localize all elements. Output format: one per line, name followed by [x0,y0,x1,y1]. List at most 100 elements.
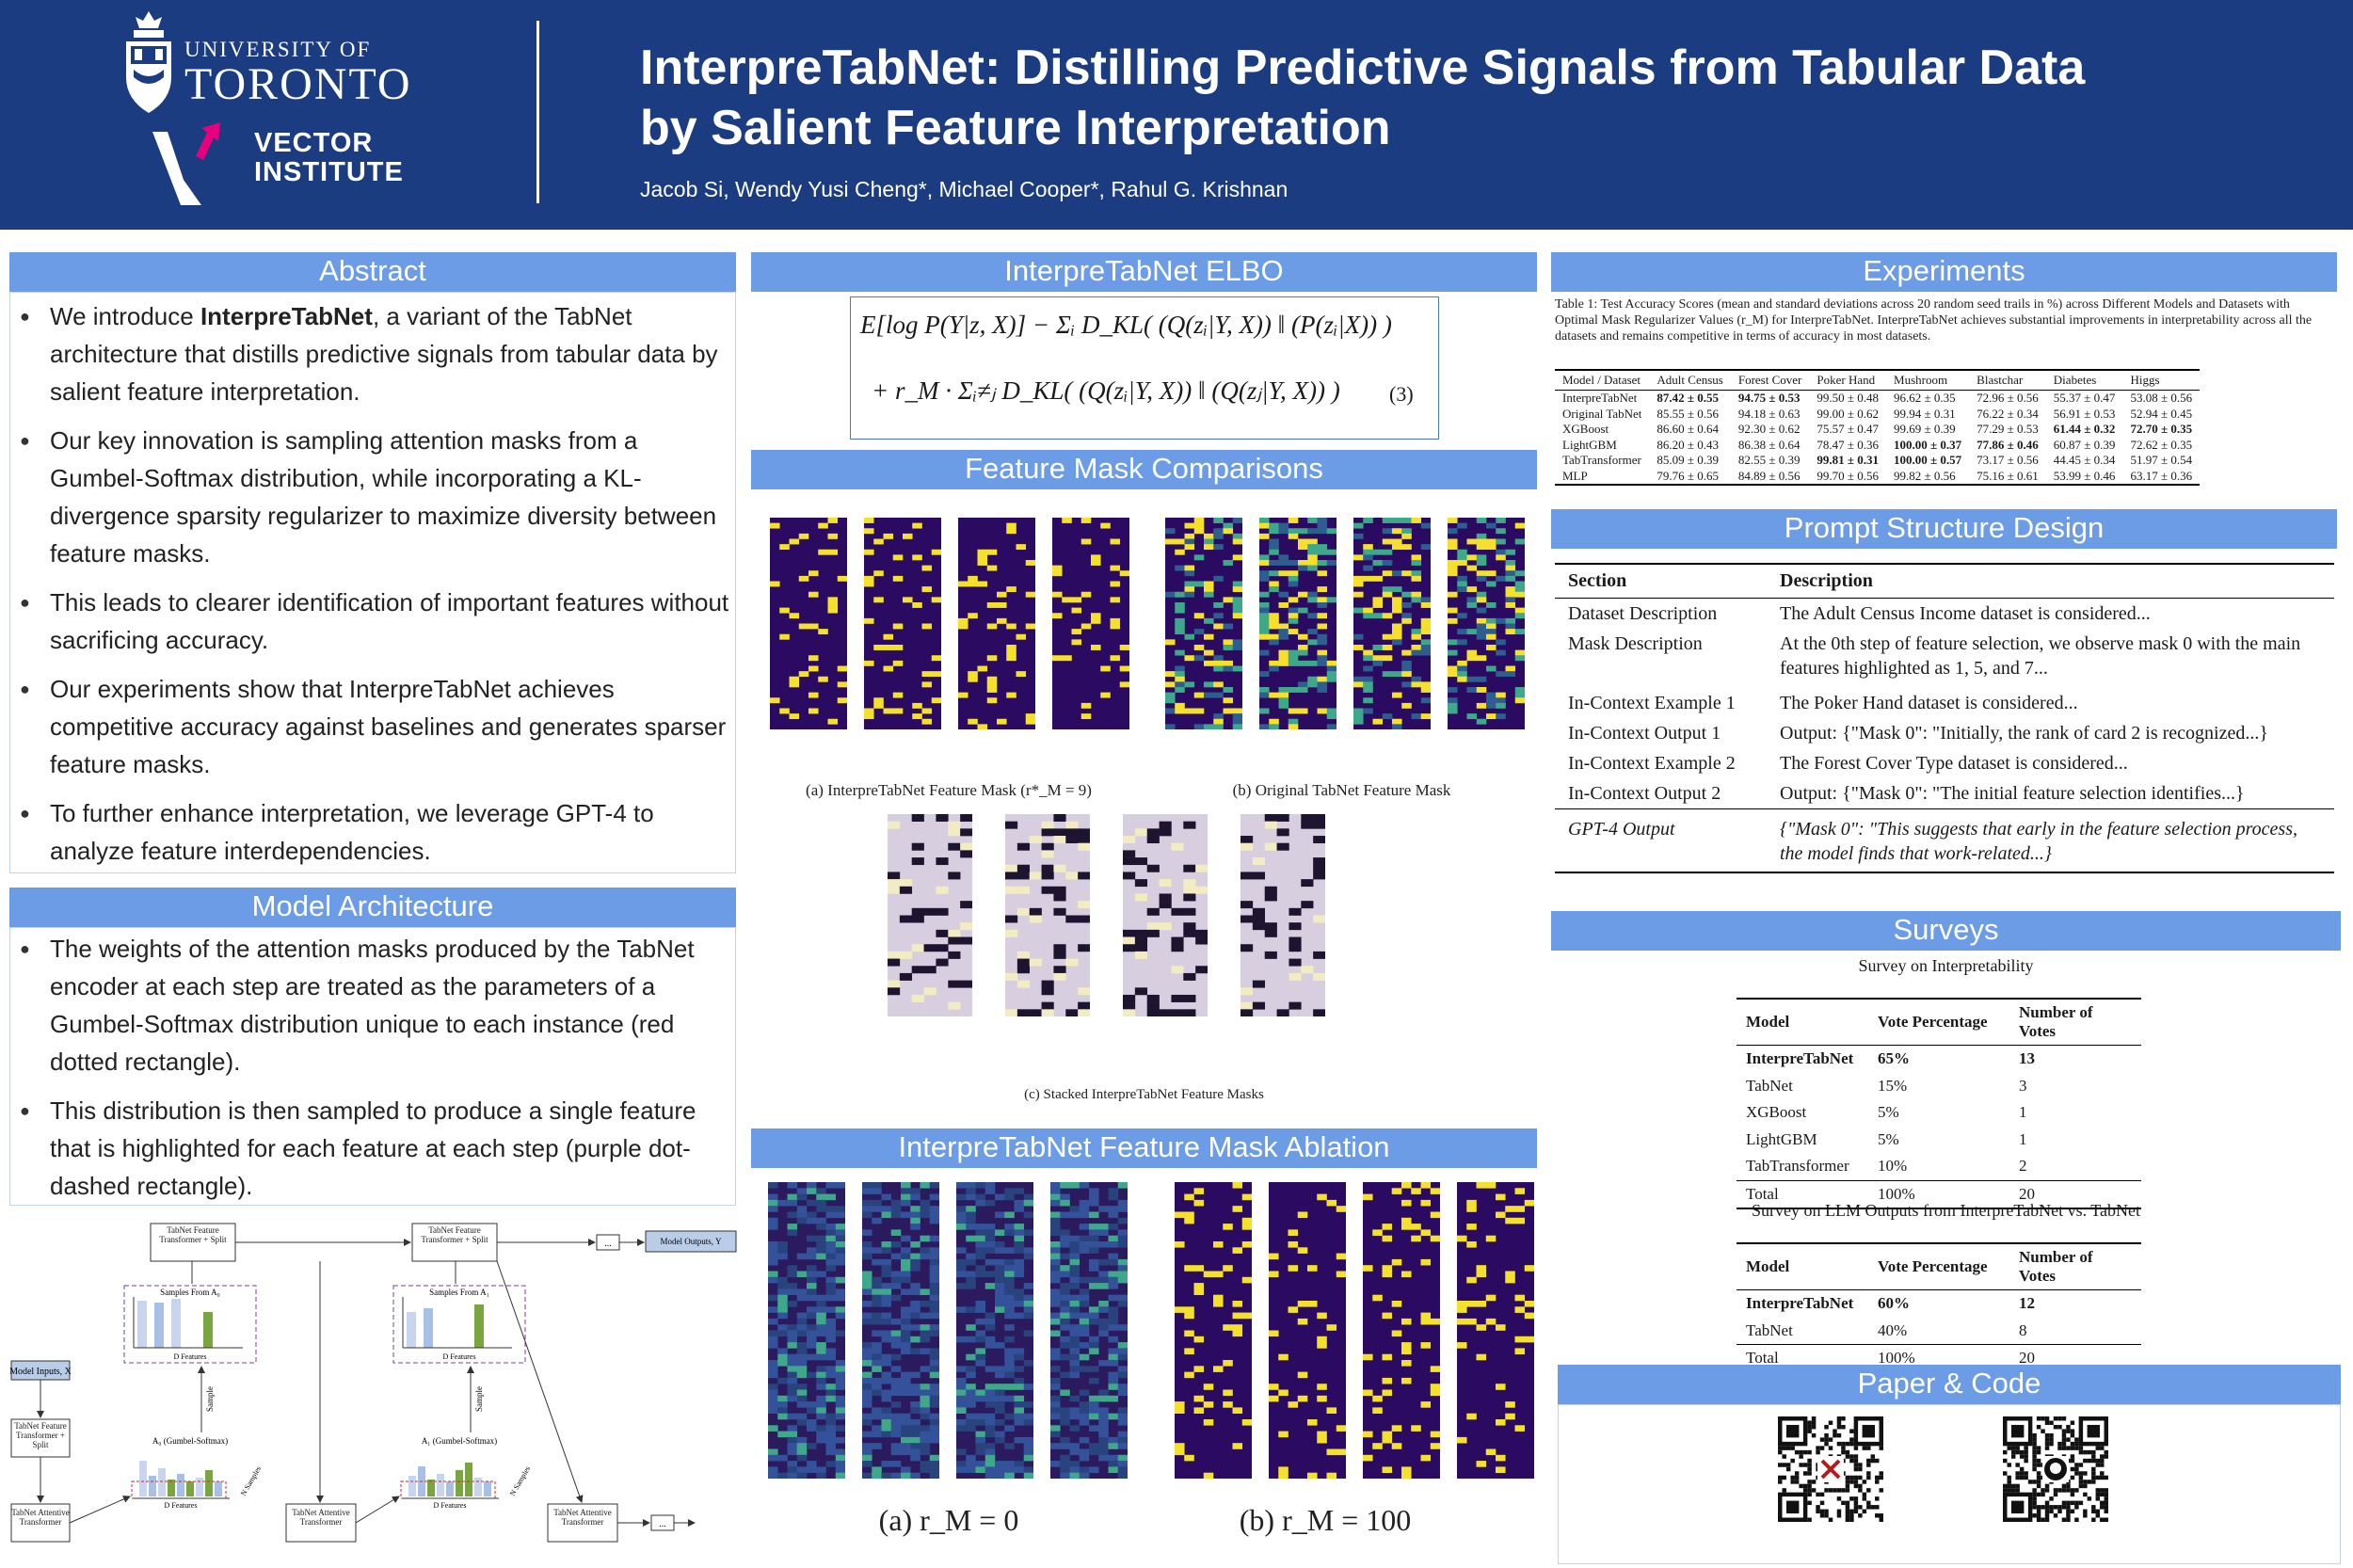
feature-mask-heatmap [1123,814,1208,1016]
prompt-section-cell: In-Context Example 1 [1568,693,1736,713]
feature-mask-heatmap [1448,518,1525,729]
paper-code-header: Paper & Code [1558,1365,2341,1404]
survey-votes-cell: 13 [2019,1049,2035,1067]
survey-pct-cell: 5% [1878,1129,1899,1148]
experiments-row: TabTransformer 85.09 ± 0.39 82.55 ± 0.39 99… [1555,453,2200,469]
samples-a1-label: Samples From A₁ [429,1288,489,1297]
ablation-figure: (a) r_M = 0 (b) r_M = 100 [751,1168,1537,1563]
experiments-caption: Table 1: Test Accuracy Scores (mean and … [1555,297,2313,344]
uoft-name-bottom: TORONTO [184,59,412,109]
experiments-value-cell: 56.91 ± 0.53 [2053,406,2116,421]
experiments-header: Experiments [1551,252,2337,292]
survey-row: TabNet 40% 8 [1737,1318,2141,1345]
prompt-row: Mask Description At the 0th step of featu… [1555,629,2334,688]
prompt-row: In-Context Output 1 Output: {"Mask 0": "I… [1555,718,2334,748]
feat-transformer-label-2: TabNet Feature Transformer + Split [159,1225,227,1244]
feature-mask-heatmap [864,518,941,729]
prompt-table-wrap: Section Description Dataset Description T… [1555,563,2334,873]
feature-mask-caption-a: (a) InterpreTabNet Feature Mask (r*_M = … [806,781,1092,799]
feature-mask-heatmap [958,518,1035,729]
experiments-value-cell: 86.20 ± 0.43 [1657,437,1720,452]
experiments-row: XGBoost 86.60 ± 0.64 92.30 ± 0.62 75.57 ± 0… [1555,422,2200,438]
model-architecture-box: The weights of the attention masks produ… [9,927,736,1206]
survey-row: TabTransformer 10% 2 [1737,1153,2141,1180]
prompt-section-cell: In-Context Example 2 [1568,753,1736,774]
survey-row: LightGBM 5% 1 [1737,1127,2141,1154]
feature-mask-caption-b: (b) Original TabNet Feature Mask [1232,781,1451,799]
survey-col-header: Model [1737,998,1868,1046]
samples-a0-label: Samples From A₀ [160,1288,220,1297]
qr-pattern [2003,1416,2108,1522]
experiments-row: LightGBM 86.20 ± 0.43 86.38 ± 0.64 78.47 ± … [1555,438,2200,454]
elbo-equation-box: E[log P(Y|z, X)] − Σᵢ D_KL( (Q(zᵢ|Y, X))… [850,296,1439,440]
d-features-label-1: D Features [174,1352,207,1361]
sample-arrow-label-1: Sample [474,1386,484,1412]
survey-row: InterpreTabNet 65% 13 [1737,1046,2141,1073]
experiments-value-cell: 72.62 ± 0.35 [2130,437,2193,452]
d-features-label-2: D Features [165,1501,198,1510]
survey-total-votes: 20 [2009,1179,2141,1209]
experiments-value-cell: 99.94 ± 0.31 [1894,406,1956,421]
prompt-col-section: Section [1555,563,1767,599]
ablation-caption-b: (b) r_M = 100 [1239,1503,1412,1537]
architecture-bullet-1: The weights of the attention masks produ… [16,930,729,1080]
experiments-model-cell: MLP [1555,468,1650,486]
feature-mask-heatmap [956,1182,1033,1479]
feature-mask-heatmap [1005,814,1090,1016]
prompt-section-cell: Mask Description [1568,633,1703,654]
prompt-description-cell: At the 0th step of feature selection, we… [1780,633,2301,679]
experiments-value-cell: 51.97 ± 0.54 [2130,453,2193,467]
qr-pattern [1778,1416,1883,1522]
experiments-value-cell: 99.00 ± 0.62 [1817,406,1880,421]
prompt-row: In-Context Example 1 The Poker Hand datas… [1555,688,2334,718]
experiments-value-cell: 75.57 ± 0.47 [1817,422,1880,436]
experiments-value-cell: 94.75 ± 0.53 [1737,391,1801,405]
experiments-value-cell: 86.38 ± 0.64 [1737,437,1801,452]
experiments-value-cell: 77.29 ± 0.53 [1977,422,2039,436]
feature-mask-caption-c: (c) Stacked InterpreTabNet Feature Masks [1024,1087,1264,1102]
feature-mask-heatmap [1363,1182,1440,1479]
experiments-value-cell: 99.69 ± 0.39 [1894,422,1956,436]
experiments-value-cell: 72.70 ± 0.35 [2130,422,2193,436]
abstract-bullet-2: Our key innovation is sampling attention… [16,422,729,572]
surveys-header: Surveys [1551,911,2341,951]
code-qr-code[interactable] [2003,1416,2108,1522]
experiments-value-cell: 85.55 ± 0.56 [1657,406,1720,421]
feature-mask-header: Feature Mask Comparisons [751,450,1537,489]
experiments-value-cell: 79.76 ± 0.65 [1649,468,1731,486]
feature-mask-heatmap [1259,518,1337,729]
experiments-value-cell: 53.08 ± 0.56 [2130,391,2193,405]
experiments-value-cell: 84.89 ± 0.56 [1730,468,1810,486]
paper-qr-code[interactable] [1778,1416,1883,1522]
experiments-model-cell: XGBoost [1562,422,1609,436]
experiments-value-cell: 72.96 ± 0.56 [1977,391,2039,405]
experiments-value-cell: 100.00 ± 0.57 [1894,453,1962,467]
survey-2-table: Model Vote Percentage Number of Votes Inter… [1737,1242,2141,1374]
survey-votes-cell: 12 [2019,1294,2035,1312]
survey-votes-cell: 1 [2019,1129,2027,1148]
prompt-description-cell: The Forest Cover Type dataset is conside… [1780,753,2128,774]
experiments-value-cell: 82.55 ± 0.39 [1737,453,1801,467]
prompt-header: Prompt Structure Design [1551,509,2337,549]
survey-votes-cell: 2 [2019,1157,2027,1175]
n-samples-label-1: N Samples [239,1464,263,1497]
survey-model-cell: LightGBM [1746,1129,1817,1148]
survey-total-model: Total [1737,1179,1868,1209]
vector-name-bottom: INSTITUTE [254,157,404,187]
architecture-bullet-2: This distribution is then sampled to pro… [16,1092,729,1205]
experiments-value-cell: 99.82 ± 0.56 [1886,468,1970,486]
experiments-table: Model / Dataset Adult Census Forest Cover P… [1555,369,2201,486]
vector-name-top: VECTOR [254,128,374,158]
samples-a0-bars [137,1299,213,1348]
prompt-section-cell: Dataset Description [1568,603,1718,624]
elbo-equation-number: (3) [1389,382,1414,406]
gumbel-a0-bars [139,1461,222,1496]
model-architecture-header: Model Architecture [9,888,736,927]
gumbel-a0-label: A₀ (Gumbel-Softmax) [152,1436,228,1446]
survey-col-header: Number of Votes [2009,998,2141,1046]
architecture-diagram: Model Inputs, X TabNet Feature Transform… [9,1223,737,1543]
experiments-col-header: Model / Dataset [1555,369,1650,391]
survey-2-title: Survey on LLM Outputs from InterpreTabNe… [1751,1201,2141,1220]
prompt-col-description: Description [1767,563,2334,599]
experiments-row: MLP 79.76 ± 0.65 84.89 ± 0.56 99.70 ± 0.56 9… [1555,468,2201,486]
